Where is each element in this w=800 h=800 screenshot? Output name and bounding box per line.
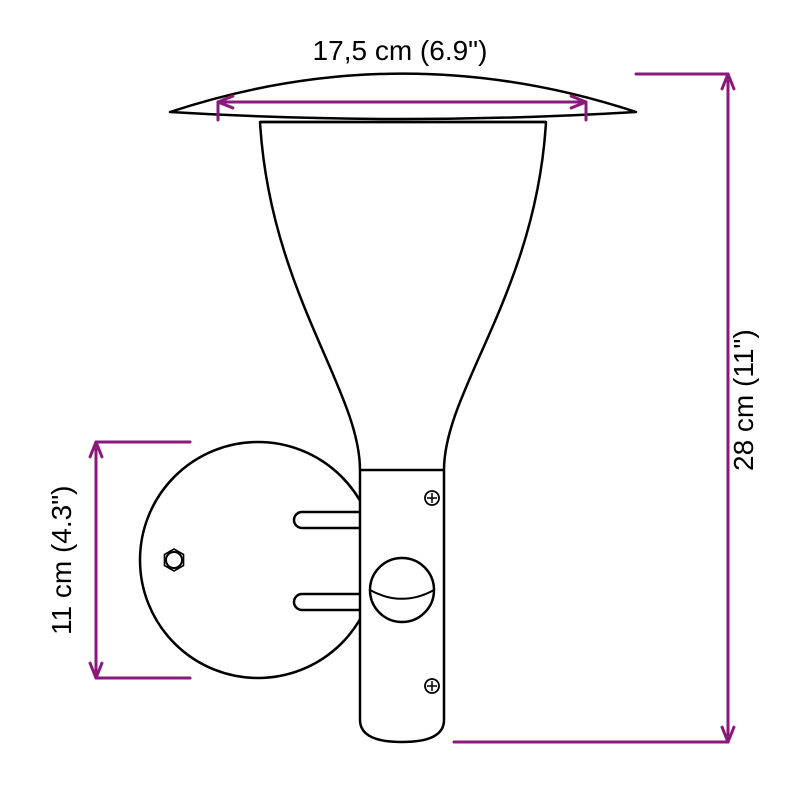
height-dimension-label: 28 cm (11") xyxy=(728,290,760,510)
mount-dimension-label: 11 cm (4.3") xyxy=(46,450,78,670)
mount-plate xyxy=(140,442,376,678)
lamp-cap xyxy=(170,74,636,119)
motion-sensor xyxy=(370,558,434,622)
diagram-stage: 17,5 cm (6.9") 28 cm (11") 11 cm (4.3") xyxy=(0,0,800,800)
width-dimension-label: 17,5 cm (6.9") xyxy=(280,35,520,67)
lamp-dimension-drawing xyxy=(0,0,800,800)
